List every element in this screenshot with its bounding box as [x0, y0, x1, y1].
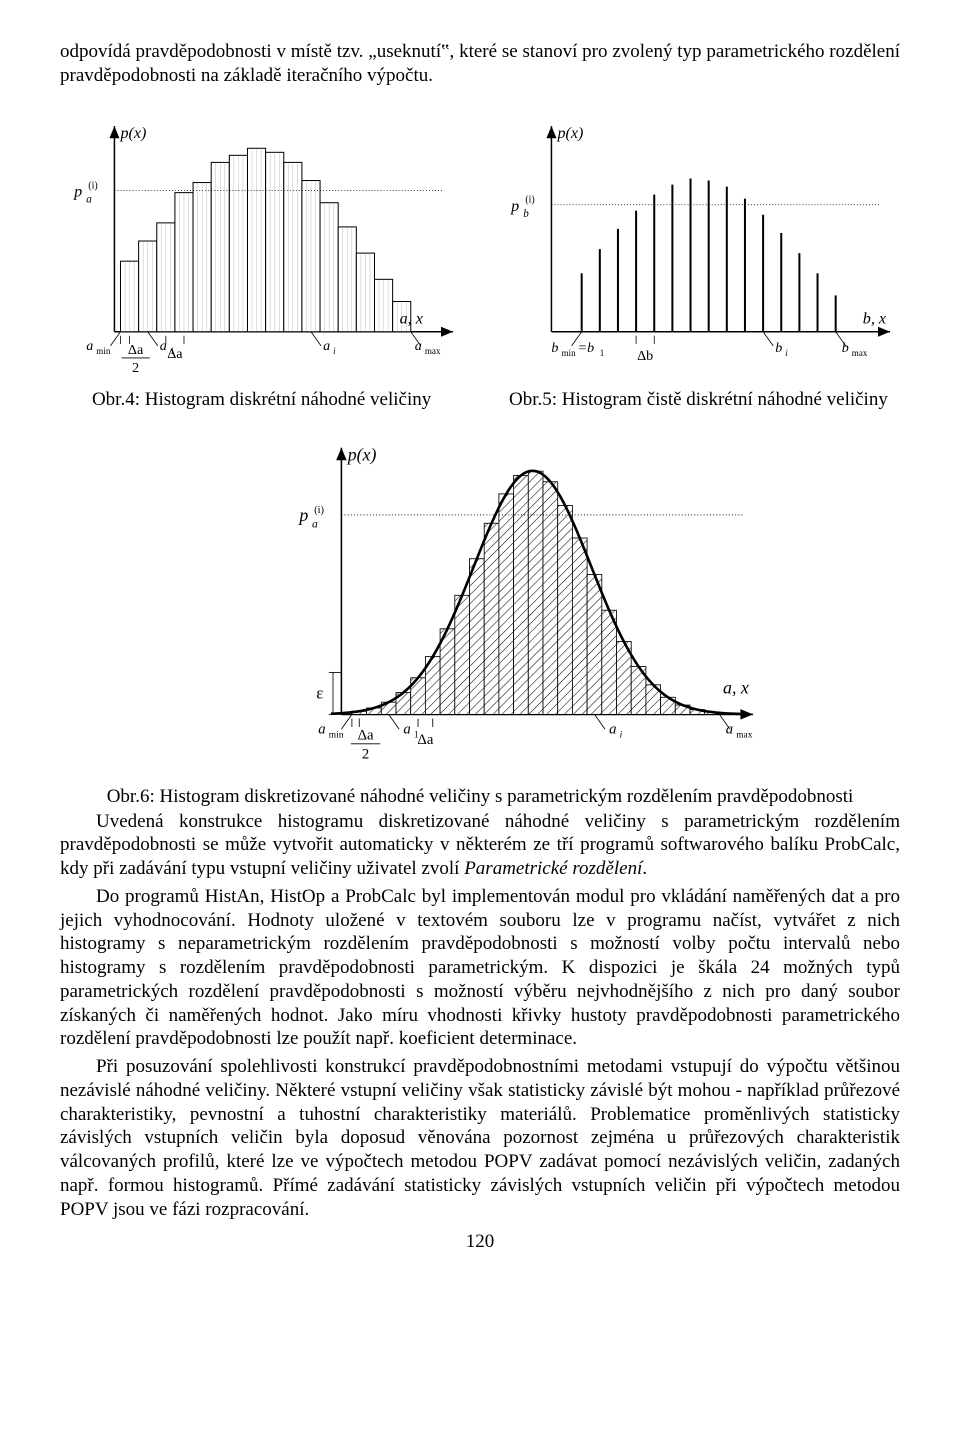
svg-text:1: 1	[600, 347, 605, 357]
svg-text:p(x): p(x)	[119, 125, 146, 142]
svg-text:2: 2	[132, 360, 139, 374]
svg-text:a: a	[403, 721, 410, 737]
svg-text:a, x: a, x	[400, 310, 424, 327]
fig5-svg: p(x)pb(i)b, xbmin=b1Δbbibmax	[497, 112, 900, 374]
svg-text:p: p	[297, 505, 308, 525]
caption-fig5: Obr.5: Histogram čistě diskrétní náhodné…	[497, 389, 900, 411]
svg-text:i: i	[333, 345, 336, 355]
svg-text:a: a	[726, 721, 733, 737]
fig6-svg: εp(x)pa(i)a, xaminΔa2a1Δaaiamax	[186, 433, 774, 769]
svg-text:max: max	[852, 347, 868, 357]
fig4-cell: p(x)pa(i)a, xaminΔa2a1Δaaiamax	[60, 112, 463, 379]
svg-text:ε: ε	[316, 683, 323, 702]
svg-text:max: max	[425, 345, 441, 355]
paragraph-a: Uvedená konstrukce histogramu diskretizo…	[60, 810, 900, 881]
fig5-cell: p(x)pb(i)b, xbmin=b1Δbbibmax	[497, 112, 900, 379]
svg-text:i: i	[620, 730, 623, 740]
paragraph-c: Při posuzování spolehlivosti konstrukcí …	[60, 1055, 900, 1221]
svg-text:(i): (i)	[525, 194, 535, 205]
svg-text:Δa: Δa	[128, 341, 144, 357]
caption-fig6: Obr.6: Histogram diskretizované náhodné …	[60, 786, 900, 808]
svg-text:b: b	[551, 339, 558, 355]
page-number: 120	[60, 1231, 900, 1253]
svg-text:min: min	[329, 730, 344, 740]
svg-text:b, x: b, x	[863, 310, 887, 327]
svg-text:i: i	[785, 347, 788, 357]
paragraph-top: odpovídá pravděpodobnosti v místě tzv. „…	[60, 40, 900, 88]
svg-text:(i): (i)	[88, 180, 98, 191]
svg-text:min: min	[96, 345, 111, 355]
svg-text:b: b	[775, 339, 782, 355]
svg-text:p(x): p(x)	[346, 444, 377, 465]
caption-row-4-5: Obr.4: Histogram diskrétní náhodné velič…	[60, 383, 900, 413]
paragraph-b: Do programů HistAn, HistOp a ProbCalc by…	[60, 885, 900, 1051]
svg-text:p(x): p(x)	[556, 125, 583, 142]
svg-text:Δb: Δb	[637, 347, 653, 363]
svg-text:b: b	[842, 339, 849, 355]
svg-text:max: max	[736, 730, 753, 740]
svg-text:a: a	[312, 518, 318, 530]
svg-text:a: a	[86, 193, 92, 205]
svg-text:p: p	[73, 183, 82, 200]
svg-text:b: b	[523, 207, 529, 219]
svg-text:Δa: Δa	[167, 345, 183, 361]
svg-text:min: min	[561, 347, 576, 357]
svg-text:a: a	[323, 337, 330, 353]
svg-text:Δa: Δa	[417, 731, 433, 747]
svg-text:=b: =b	[577, 339, 594, 355]
svg-text:a: a	[609, 721, 616, 737]
caption-fig4: Obr.4: Histogram diskrétní náhodné velič…	[60, 389, 463, 411]
svg-text:Δa: Δa	[358, 727, 374, 743]
svg-text:a, x: a, x	[723, 677, 749, 697]
figs-row-4-5: p(x)pa(i)a, xaminΔa2a1Δaaiamax p(x)pb(i)…	[60, 112, 900, 379]
svg-text:a: a	[415, 337, 422, 353]
svg-text:2: 2	[362, 746, 369, 762]
paragraph-a-italic: Parametrické rozdělení	[464, 858, 642, 879]
svg-text:(i): (i)	[314, 504, 324, 515]
fig6-cell: εp(x)pa(i)a, xaminΔa2a1Δaaiamax	[186, 433, 774, 774]
svg-text:a: a	[318, 721, 325, 737]
fig4-svg: p(x)pa(i)a, xaminΔa2a1Δaaiamax	[60, 112, 463, 374]
svg-text:a: a	[86, 337, 93, 353]
svg-text:p: p	[510, 197, 519, 214]
paragraph-a-end: .	[642, 858, 647, 879]
